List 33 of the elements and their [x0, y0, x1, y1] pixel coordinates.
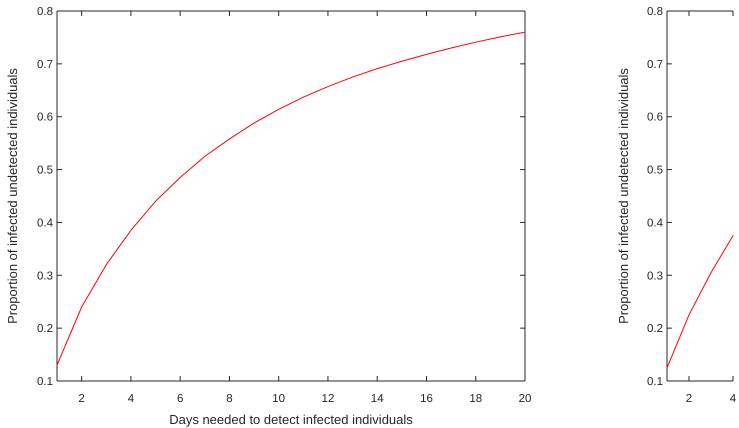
x-tick-label: 6 [176, 393, 184, 405]
x-tick-label: 4 [730, 393, 737, 405]
y-tick-label: 0.1 [647, 376, 663, 388]
x-tick-label: 4 [128, 393, 135, 405]
x-tick-label: 18 [469, 393, 482, 405]
y-tick-label: 0.2 [647, 323, 663, 336]
y-tick-label: 0.3 [37, 270, 53, 282]
x-tick-label: 16 [420, 393, 433, 405]
x-tick-label: 10 [272, 393, 286, 405]
line-series [666, 235, 734, 368]
y-tick-label: 0.7 [37, 58, 53, 71]
y-tick-label: 0.5 [37, 164, 53, 177]
x-tick-label: 12 [322, 393, 334, 405]
x-axis-title: Days needed to detect infected individuals [169, 412, 414, 427]
y-axis-title: Proportion of infected undetected individuals [5, 68, 20, 324]
line-series [56, 32, 526, 366]
y-tick-label: 0.3 [647, 270, 663, 282]
x-tick-label: 2 [686, 393, 692, 405]
y-tick-label: 0.4 [37, 217, 54, 230]
y-axis-title: Proportion of infected undetected individuals [616, 68, 631, 324]
y-tick-label: 0.2 [37, 323, 53, 336]
y-tick-label: 0.5 [647, 164, 663, 177]
y-tick-label: 0.8 [37, 6, 53, 18]
x-tick-label: 14 [370, 393, 384, 405]
x-tick-label: 2 [78, 393, 85, 405]
x-tick-label: 8 [226, 393, 233, 405]
y-tick-label: 0.6 [647, 112, 663, 124]
y-tick-label: 0.6 [37, 112, 53, 124]
x-tick-label: 20 [518, 393, 532, 405]
y-tick-label: 0.4 [647, 217, 664, 230]
y-tick-label: 0.8 [647, 6, 663, 18]
y-tick-label: 0.1 [37, 376, 53, 388]
y-tick-label: 0.7 [647, 58, 663, 71]
